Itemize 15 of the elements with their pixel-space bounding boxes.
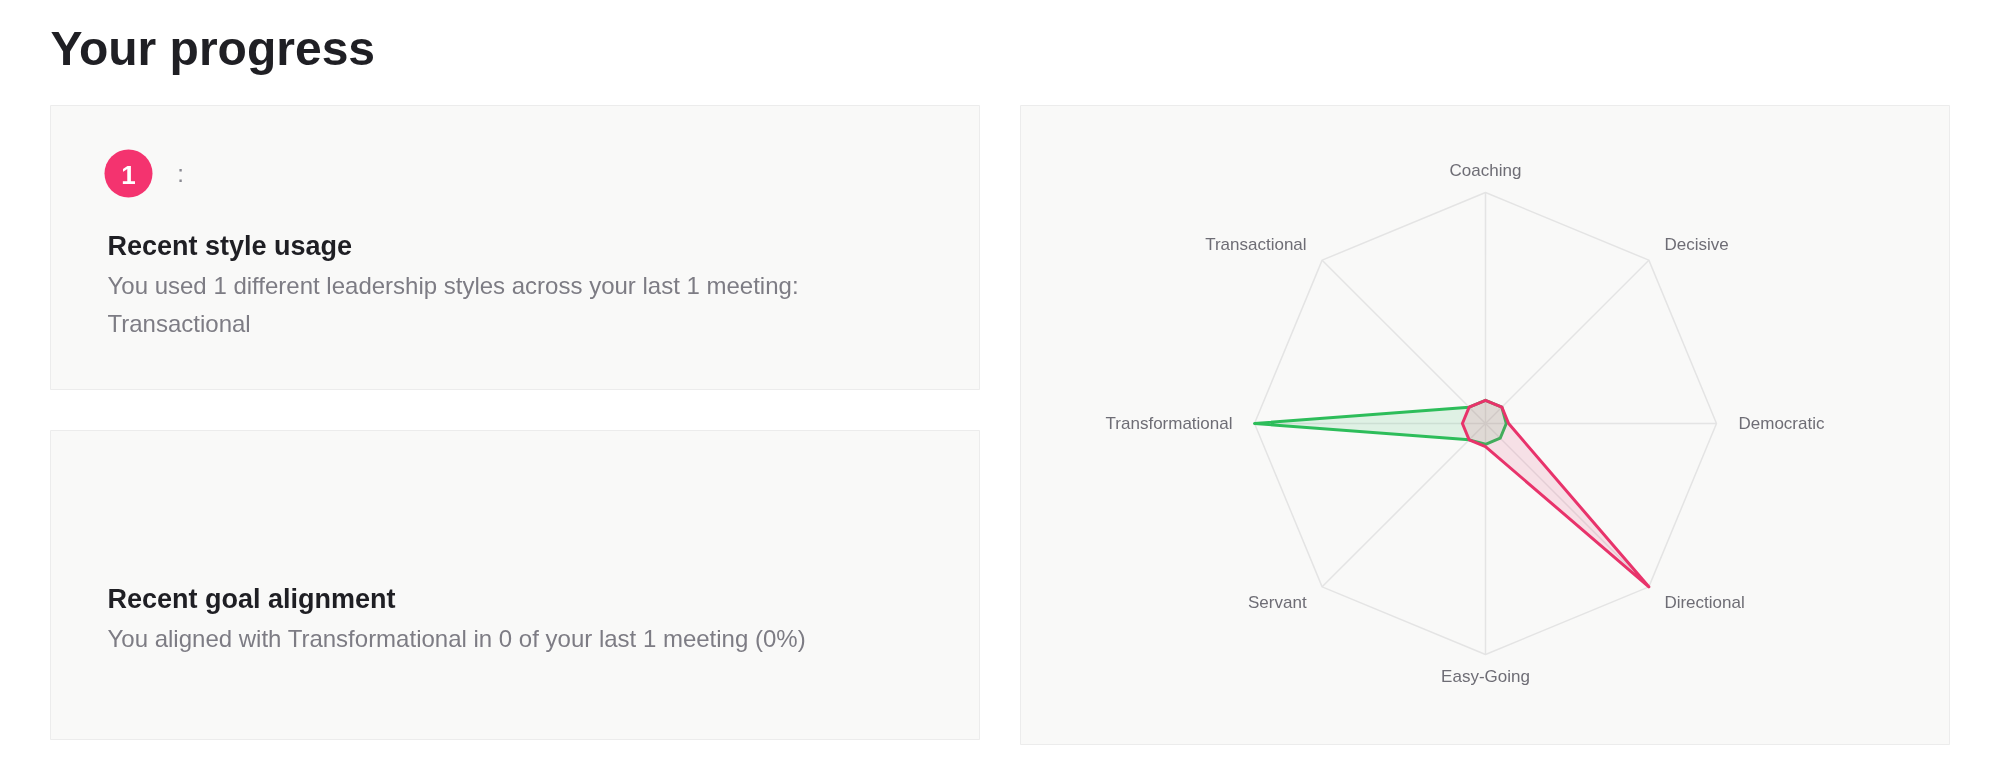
text: : bbox=[177, 160, 184, 187]
spoke-label: Democratic bbox=[1738, 414, 1825, 433]
spoke-label: Transformational bbox=[1105, 414, 1233, 433]
text: Your progress bbox=[50, 22, 376, 75]
text: Recent goal alignment bbox=[107, 583, 396, 614]
text: You used 1 different leadership styles across your last 1 meeting: Transactional bbox=[107, 272, 799, 337]
text: 1 bbox=[121, 159, 136, 190]
text: Recent style usage bbox=[107, 230, 353, 261]
spoke-label: Directional bbox=[1664, 592, 1745, 612]
spoke-label: Servant bbox=[1248, 592, 1307, 612]
spoke-label: Coaching bbox=[1449, 161, 1522, 180]
spoke-label: Easy-Going bbox=[1441, 667, 1530, 686]
spoke-label: Transactional bbox=[1205, 235, 1307, 255]
spoke-label: Decisive bbox=[1664, 235, 1729, 255]
text: You aligned with Transformational in 0 of your last 1 meeting (0%) bbox=[107, 625, 806, 652]
